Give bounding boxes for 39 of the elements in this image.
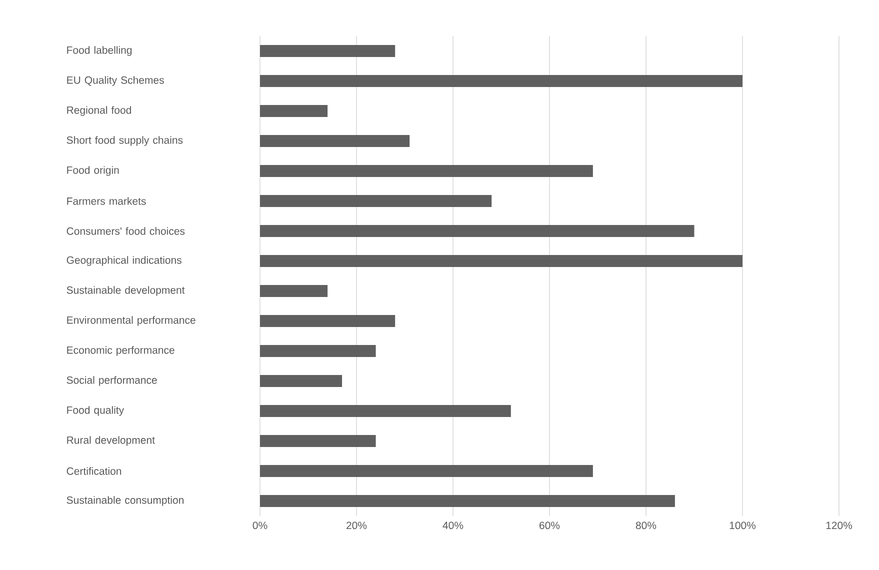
x-tick-label: 0% <box>252 522 268 530</box>
bar <box>260 374 342 387</box>
x-tick-label: 20% <box>346 522 367 530</box>
y-tick-label: EU Quality Schemes <box>67 76 164 86</box>
bar <box>260 434 376 447</box>
x-tick-label: 120% <box>826 522 852 530</box>
y-tick-label: Certification <box>66 467 122 475</box>
bar <box>260 134 410 147</box>
bar <box>260 164 593 177</box>
x-tick-label: 40% <box>442 522 464 530</box>
y-tick-label: Environmental performance <box>67 316 196 326</box>
bar <box>260 284 328 297</box>
y-tick-label: Farmers markets <box>67 197 146 205</box>
bar <box>260 254 742 267</box>
y-tick-label: Consumers' food choices <box>66 227 185 235</box>
x-tick-label: 60% <box>540 522 560 530</box>
y-tick-label: Rural development <box>67 436 155 446</box>
bar <box>260 314 396 327</box>
bar <box>260 74 742 87</box>
y-tick-label: Social performance <box>66 376 157 386</box>
bar <box>260 45 396 57</box>
y-tick-label: Food quality <box>67 406 124 416</box>
y-tick-label: Short food supply chains <box>66 136 183 146</box>
y-tick-label: Regional food <box>67 106 131 116</box>
y-tick-label: Food origin <box>67 166 119 176</box>
y-tick-label: Food labelling <box>67 46 132 56</box>
bar <box>260 404 511 417</box>
y-tick-label: Sustainable consumption <box>66 496 184 506</box>
bar <box>260 194 492 207</box>
x-tick-label: 100% <box>730 522 756 530</box>
bar <box>260 464 593 477</box>
x-tick-label: 80% <box>636 522 656 530</box>
bar <box>260 344 376 357</box>
bar <box>260 224 694 237</box>
y-tick-label: Economic performance <box>67 346 174 356</box>
y-tick-label: Sustainable development <box>66 286 185 296</box>
bar <box>260 494 675 507</box>
bar <box>260 105 328 117</box>
y-tick-label: Geographical indications <box>66 256 182 266</box>
